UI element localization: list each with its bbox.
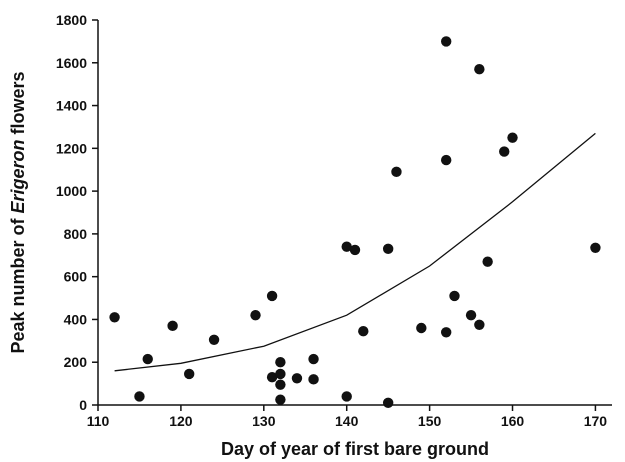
y-tick-label: 1200	[56, 140, 87, 156]
data-point	[416, 322, 427, 334]
data-point	[250, 309, 261, 321]
data-point	[507, 132, 518, 143]
data-point	[440, 36, 452, 47]
y-tick-label: 1600	[56, 55, 87, 71]
data-point	[308, 374, 319, 385]
y-tick-label: 0	[79, 397, 87, 413]
fit-curve	[114, 132, 596, 372]
data-point	[167, 320, 178, 332]
data-point	[291, 373, 303, 384]
data-point	[266, 371, 278, 383]
data-point	[482, 256, 493, 267]
data-point	[465, 309, 477, 321]
data-point	[341, 391, 352, 402]
x-tick-label: 120	[169, 413, 193, 429]
data-point	[275, 357, 286, 368]
data-point	[275, 394, 286, 405]
x-tick-label: 160	[501, 413, 525, 429]
data-point	[358, 326, 369, 337]
data-point	[590, 242, 601, 253]
data-point	[266, 290, 278, 302]
data-point	[382, 397, 394, 409]
y-tick-label: 1000	[56, 183, 87, 199]
data-point	[499, 146, 510, 157]
data-points	[109, 36, 601, 409]
data-point	[474, 63, 485, 75]
data-point	[109, 312, 120, 323]
data-point	[440, 154, 452, 166]
x-axis-ticks: 110 120 130 140 150 160 170	[87, 405, 608, 429]
x-tick-label: 130	[252, 413, 276, 429]
data-point	[183, 368, 195, 380]
y-tick-label: 600	[64, 269, 88, 285]
data-point	[275, 379, 286, 390]
data-point	[308, 353, 319, 365]
data-point	[440, 327, 452, 338]
data-point	[391, 166, 402, 178]
data-point	[341, 241, 352, 252]
y-axis-title-italic: Erigeron	[8, 139, 28, 213]
data-point	[474, 319, 485, 330]
y-axis-title-post: flowers	[8, 71, 28, 139]
data-point	[142, 353, 153, 365]
y-tick-label: 400	[64, 311, 88, 327]
y-axis-title-pre: Peak number of	[8, 214, 28, 354]
data-point	[449, 290, 460, 302]
data-point	[208, 334, 220, 345]
y-axis-ticks: 0 200 400 600 800 1000 1200 1400 1600 1800	[56, 12, 98, 413]
data-point	[275, 368, 286, 380]
y-axis-title: Peak number of Erigeron flowers	[8, 71, 28, 353]
data-point	[382, 243, 394, 255]
data-point	[134, 391, 145, 402]
x-axis-title: Day of year of first bare ground	[221, 439, 489, 459]
y-tick-label: 200	[64, 354, 88, 370]
x-tick-label: 140	[335, 413, 359, 429]
x-tick-label: 150	[418, 413, 442, 429]
y-tick-label: 800	[64, 226, 88, 242]
plot-area: 110 120 130 140 150 160 170 0 200 400 600 800 1000 1…	[56, 12, 612, 429]
y-tick-label: 1800	[56, 12, 87, 28]
x-tick-label: 110	[87, 413, 110, 429]
x-tick-label: 170	[584, 413, 608, 429]
data-point	[349, 244, 361, 256]
y-tick-label: 1400	[56, 98, 87, 114]
